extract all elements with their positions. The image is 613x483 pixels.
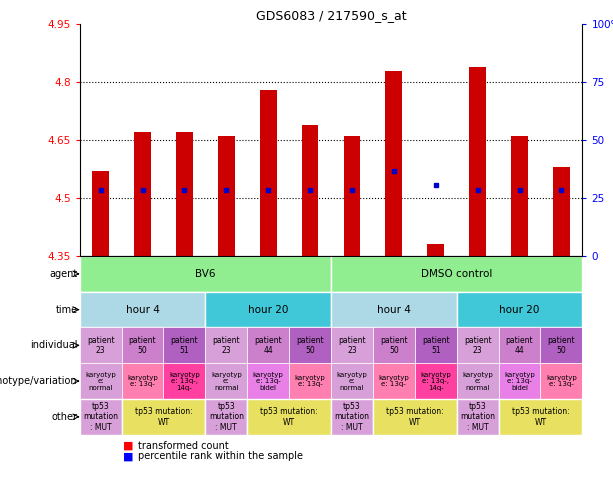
Bar [80, 256, 331, 292]
Bar [247, 363, 289, 399]
Text: tp53 mutation:
WT: tp53 mutation: WT [386, 407, 444, 426]
Text: patient
51: patient 51 [170, 336, 198, 355]
Text: other: other [51, 412, 78, 422]
Text: time: time [55, 305, 78, 314]
Bar [553, 167, 570, 256]
Bar [541, 327, 582, 363]
Bar [218, 136, 235, 256]
Text: karyotyp
e: 13q-: karyotyp e: 13q- [378, 375, 409, 387]
Text: agent: agent [49, 269, 78, 279]
Text: tp53 mutation:
WT: tp53 mutation: WT [512, 407, 569, 426]
Bar [331, 363, 373, 399]
Bar [205, 363, 247, 399]
Bar [498, 399, 582, 435]
Bar [498, 363, 541, 399]
Bar [331, 327, 373, 363]
Text: patient
50: patient 50 [129, 336, 156, 355]
Bar [92, 171, 109, 256]
Title: GDS6083 / 217590_s_at: GDS6083 / 217590_s_at [256, 9, 406, 22]
Text: karyotyp
e: 13q-
bidel: karyotyp e: 13q- bidel [253, 371, 284, 391]
Text: patient
50: patient 50 [547, 336, 575, 355]
Text: DMSO control: DMSO control [421, 269, 492, 279]
Text: tp53
mutation
: MUT: tp53 mutation : MUT [209, 402, 244, 432]
Bar [373, 399, 457, 435]
Bar [247, 399, 331, 435]
Text: percentile rank within the sample: percentile rank within the sample [138, 452, 303, 461]
Text: karyotyp
e:
normal: karyotyp e: normal [85, 371, 116, 391]
Bar [541, 363, 582, 399]
Text: patient
50: patient 50 [380, 336, 408, 355]
Text: patient
23: patient 23 [213, 336, 240, 355]
Bar [511, 136, 528, 256]
Bar [247, 327, 289, 363]
Text: tp53 mutation:
WT: tp53 mutation: WT [135, 407, 192, 426]
Text: tp53
mutation
: MUT: tp53 mutation : MUT [335, 402, 370, 432]
Text: patient
23: patient 23 [464, 336, 492, 355]
Text: karyotyp
e: 13q-,
14q-: karyotyp e: 13q-, 14q- [169, 371, 200, 391]
Bar [289, 363, 331, 399]
Bar [164, 327, 205, 363]
Text: patient
23: patient 23 [338, 336, 366, 355]
Text: patient
23: patient 23 [87, 336, 115, 355]
Bar [205, 292, 331, 327]
Bar [164, 363, 205, 399]
Bar [386, 71, 402, 256]
Bar [373, 363, 415, 399]
Bar [121, 327, 164, 363]
Bar [331, 256, 582, 292]
Bar [457, 327, 498, 363]
Bar [121, 399, 205, 435]
Bar [343, 136, 360, 256]
Text: transformed count: transformed count [138, 441, 229, 451]
Bar [457, 399, 498, 435]
Bar [302, 125, 319, 256]
Bar [176, 132, 192, 256]
Text: hour 4: hour 4 [377, 305, 411, 314]
Text: hour 4: hour 4 [126, 305, 159, 314]
Bar [498, 327, 541, 363]
Bar [457, 292, 582, 327]
Text: karyotyp
e:
normal: karyotyp e: normal [211, 371, 242, 391]
Bar [415, 327, 457, 363]
Bar [205, 399, 247, 435]
Text: patient
51: patient 51 [422, 336, 449, 355]
Bar [80, 292, 205, 327]
Text: ■: ■ [123, 452, 133, 461]
Text: tp53
mutation
: MUT: tp53 mutation : MUT [460, 402, 495, 432]
Text: genotype/variation: genotype/variation [0, 376, 78, 386]
Text: patient
50: patient 50 [296, 336, 324, 355]
Text: BV6: BV6 [195, 269, 216, 279]
Text: karyotyp
e: 13q-
bidel: karyotyp e: 13q- bidel [504, 371, 535, 391]
Bar [373, 327, 415, 363]
Text: karyotyp
e: 13q-: karyotyp e: 13q- [127, 375, 158, 387]
Text: hour 20: hour 20 [500, 305, 539, 314]
Bar [331, 292, 457, 327]
Text: tp53
mutation
: MUT: tp53 mutation : MUT [83, 402, 118, 432]
Bar [134, 132, 151, 256]
Text: ■: ■ [123, 441, 133, 451]
Bar [331, 399, 373, 435]
Bar [415, 363, 457, 399]
Bar [80, 363, 121, 399]
Text: tp53 mutation:
WT: tp53 mutation: WT [261, 407, 318, 426]
Bar [457, 363, 498, 399]
Bar [260, 90, 276, 256]
Text: karyotyp
e:
normal: karyotyp e: normal [337, 371, 367, 391]
Text: patient
44: patient 44 [254, 336, 282, 355]
Bar [80, 399, 121, 435]
Bar [470, 67, 486, 256]
Text: karyotyp
e: 13q-: karyotyp e: 13q- [546, 375, 577, 387]
Bar [289, 327, 331, 363]
Text: karyotyp
e:
normal: karyotyp e: normal [462, 371, 493, 391]
Text: karyotyp
e: 13q-,
14q-: karyotyp e: 13q-, 14q- [421, 371, 451, 391]
Text: karyotyp
e: 13q-: karyotyp e: 13q- [295, 375, 326, 387]
Bar [121, 363, 164, 399]
Text: patient
44: patient 44 [506, 336, 533, 355]
Bar [80, 327, 121, 363]
Bar [205, 327, 247, 363]
Text: hour 20: hour 20 [248, 305, 288, 314]
Bar [427, 244, 444, 256]
Text: individual: individual [30, 341, 78, 350]
